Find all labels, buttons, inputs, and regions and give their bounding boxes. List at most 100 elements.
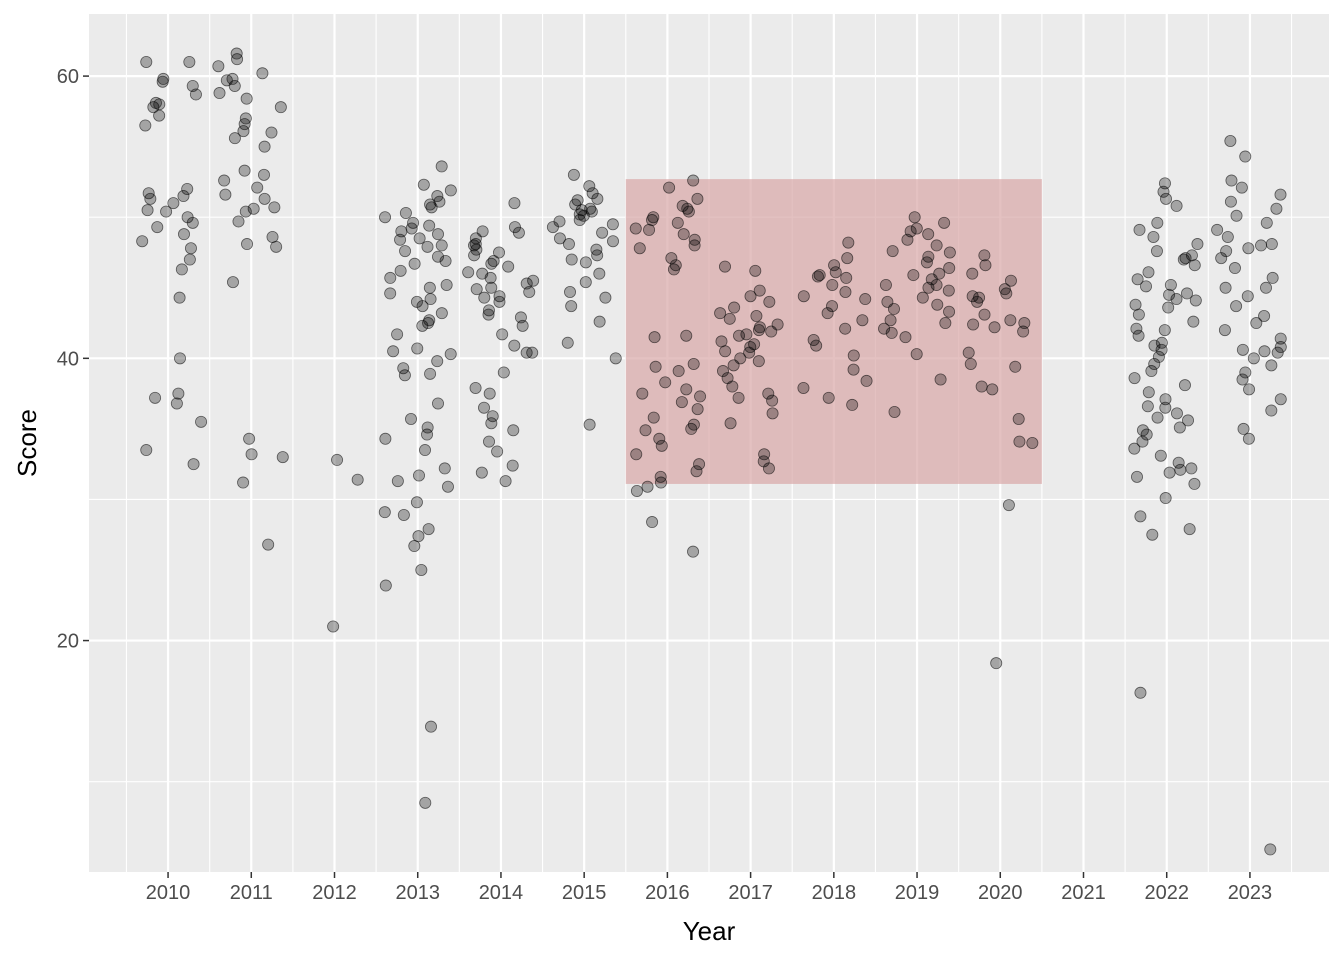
data-point <box>499 475 512 488</box>
data-point <box>276 451 289 464</box>
x-tick-label: 2015 <box>562 882 607 904</box>
data-point <box>750 309 763 322</box>
data-point <box>579 256 592 269</box>
data-point <box>508 197 521 210</box>
data-point <box>1128 372 1141 385</box>
data-point <box>441 480 454 493</box>
data-point <box>593 315 606 328</box>
data-point <box>639 424 652 437</box>
data-point <box>847 349 860 362</box>
data-point <box>470 283 483 296</box>
data-point <box>1129 298 1142 311</box>
data-point <box>1009 360 1022 373</box>
data-point <box>766 394 779 407</box>
data-point <box>424 367 437 380</box>
data-point <box>579 276 592 289</box>
data-point <box>1271 346 1284 359</box>
data-point <box>663 181 676 194</box>
data-point <box>1178 379 1191 392</box>
data-point <box>886 245 899 258</box>
data-point <box>943 262 956 275</box>
data-point <box>649 360 662 373</box>
data-point <box>1242 432 1255 445</box>
data-point <box>493 290 506 303</box>
data-point <box>432 228 445 241</box>
data-point <box>978 249 991 262</box>
data-point <box>571 194 584 207</box>
data-point <box>177 190 190 203</box>
data-point <box>1013 435 1026 448</box>
data-point <box>410 496 423 509</box>
data-point <box>553 215 566 228</box>
data-point <box>391 475 404 488</box>
data-point <box>847 363 860 376</box>
x-tick-label: 2019 <box>895 882 940 904</box>
data-point <box>520 346 533 359</box>
data-point <box>247 202 260 215</box>
data-point <box>258 140 271 153</box>
data-point <box>1018 317 1031 330</box>
data-point <box>1189 294 1202 307</box>
data-point <box>1225 174 1238 187</box>
data-point <box>157 72 170 85</box>
data-point <box>724 417 737 430</box>
data-point <box>226 72 239 85</box>
data-point <box>424 198 437 211</box>
data-point <box>659 376 672 389</box>
data-point <box>1159 492 1172 505</box>
data-point <box>508 221 521 234</box>
data-point <box>478 291 491 304</box>
data-point <box>419 796 432 809</box>
data-point <box>714 307 727 320</box>
data-point <box>149 391 162 404</box>
data-point <box>507 424 520 437</box>
data-point <box>943 305 956 318</box>
data-point <box>1265 359 1278 372</box>
x-tick-label: 2014 <box>479 882 524 904</box>
data-point <box>907 269 920 282</box>
data-point <box>888 405 901 418</box>
data-point <box>186 79 199 92</box>
data-point <box>561 336 574 349</box>
data-point <box>1228 262 1241 275</box>
data-point <box>417 178 430 191</box>
data-point <box>753 321 766 334</box>
data-point <box>274 101 287 114</box>
data-point <box>412 530 425 543</box>
data-point <box>218 174 231 187</box>
data-point <box>1239 150 1252 163</box>
data-point <box>226 276 239 289</box>
data-point <box>962 346 975 359</box>
data-point <box>1191 238 1204 251</box>
data-point <box>419 444 432 457</box>
data-point <box>910 222 923 235</box>
data-point <box>1177 253 1190 266</box>
data-point <box>599 291 612 304</box>
data-point <box>265 126 278 139</box>
data-point <box>435 239 448 252</box>
data-point <box>1160 192 1173 205</box>
data-point <box>681 202 694 215</box>
data-point <box>183 55 196 68</box>
data-point <box>257 168 270 181</box>
data-point <box>646 214 659 227</box>
data-point <box>241 238 254 251</box>
data-point <box>391 328 404 341</box>
data-point <box>1183 523 1196 536</box>
data-point <box>829 266 842 279</box>
data-point <box>685 422 698 435</box>
data-point <box>1159 393 1172 406</box>
data-point <box>438 462 451 475</box>
data-point <box>609 352 622 365</box>
data-point <box>174 352 187 365</box>
data-point <box>564 286 577 299</box>
data-point <box>765 325 778 338</box>
data-point <box>718 260 731 273</box>
data-point <box>423 281 436 294</box>
data-point <box>1004 314 1017 327</box>
data-point <box>502 260 515 273</box>
data-point <box>1164 278 1177 291</box>
data-point <box>483 387 496 400</box>
data-point <box>934 373 947 386</box>
